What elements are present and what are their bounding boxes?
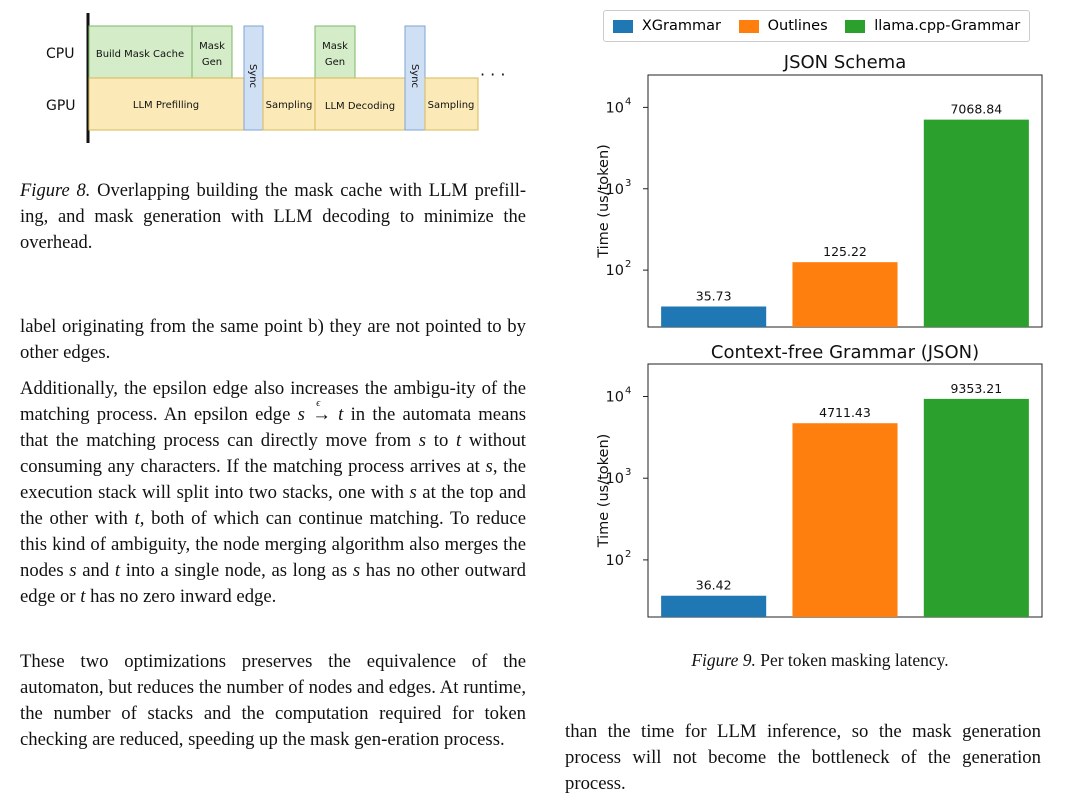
epsilon-symbol: ϵ (316, 398, 321, 409)
sync-label-1: Sync (247, 64, 258, 88)
y-tick-label-json-schema: 10 (606, 263, 624, 279)
p2-text-k: has no zero inward edge. (85, 586, 277, 607)
bar-value-label-cfg-json: 4711.43 (819, 405, 871, 420)
math-s: s (352, 560, 361, 581)
p2-text-i: into a single node, as long as (120, 560, 353, 581)
y-tick-label-json-schema: 10 (606, 100, 624, 116)
timeline-continues-ellipsis: · · · (480, 65, 505, 84)
math-t: t (338, 404, 344, 425)
y-axis-label-json-schema: Time (us/token) (596, 144, 612, 259)
math-s: s (418, 430, 427, 451)
llm-prefilling-label: LLM Prefilling (133, 100, 199, 111)
mask-gen-label-2a: Mask (322, 41, 348, 52)
mask-gen-block-1 (191, 25, 233, 79)
chart-title-cfg-json: Context-free Grammar (JSON) (711, 342, 979, 363)
y-tick-label-cfg-json: 10 (606, 390, 624, 406)
figure-9-caption: Figure 9. Per token masking latency. (570, 650, 1070, 671)
bar-value-label-json-schema: 35.73 (696, 288, 732, 303)
bar-cfg-json-outlines (792, 423, 898, 617)
sampling-block-2 (424, 77, 479, 131)
y-tick-exponent-cfg-json: 2 (625, 549, 631, 560)
paragraph-4: than the time for LLM inference, so the … (565, 721, 1041, 794)
math-t: t (456, 430, 462, 451)
math-s: s (409, 482, 417, 503)
sync-label-2: Sync (409, 64, 420, 88)
math-s: s (297, 404, 305, 425)
gpu-label: GPU (46, 98, 76, 114)
legend-item-outlines: Outlines (738, 18, 828, 34)
y-tick-label-cfg-json: 10 (606, 471, 624, 487)
figure-8-timeline: CPU GPU Build Mask Cache Mask Gen Mask G… (46, 13, 505, 143)
legend-label-xgrammar: XGrammar (641, 18, 721, 34)
chart-legend: XGrammar Outlines llama.cpp-Grammar (603, 10, 1030, 42)
mask-gen-block-2 (314, 25, 356, 79)
y-tick-exponent-json-schema: 3 (625, 178, 631, 189)
epsilon-arrow: ϵ → (312, 398, 331, 428)
llm-decoding-label: LLM Decoding (325, 101, 395, 112)
arrow-symbol: → (312, 404, 331, 425)
bar-value-label-json-schema: 125.22 (823, 244, 867, 259)
build-mask-cache-label: Build Mask Cache (96, 49, 184, 60)
math-t: t (80, 586, 86, 607)
figure-8-caption-text: Overlapping building the mask cache with… (20, 181, 527, 253)
bar-json-schema-llama-cpp-grammar (923, 119, 1029, 327)
paragraph-1: label originating from the same point b)… (20, 316, 526, 363)
figure-9-caption-label: Figure 9. (691, 650, 756, 670)
bar-cfg-json-llama-cpp-grammar (923, 398, 1029, 617)
y-tick-label-json-schema: 10 (606, 182, 624, 198)
p2-text-g: , both of which can continue matching. T… (20, 508, 526, 581)
figure-8-caption-label: Figure 8. (20, 181, 91, 201)
bar-json-schema-xgrammar (661, 306, 767, 327)
mask-gen-label-2b: Gen (325, 57, 345, 68)
legend-label-outlines: Outlines (767, 18, 828, 34)
y-tick-exponent-cfg-json: 3 (625, 467, 631, 478)
llm-decoding-block (314, 77, 406, 131)
paragraph-2: Additionally, the epsilon edge also incr… (20, 376, 526, 610)
y-tick-label-cfg-json: 10 (606, 553, 624, 569)
p2-text-j: has no other outward edge or (20, 560, 527, 607)
figure-8-caption: Figure 8. Overlapping building the mask … (20, 178, 526, 256)
cpu-label: CPU (46, 46, 74, 62)
y-tick-exponent-cfg-json: 4 (625, 386, 631, 397)
legend-item-xgrammar: XGrammar (612, 18, 721, 34)
legend-swatch-outlines (738, 19, 759, 33)
math-s: s (69, 560, 77, 581)
chart-title-json-schema: JSON Schema (783, 52, 906, 73)
math-t: t (134, 508, 140, 529)
math-t: t (114, 560, 121, 581)
bar-value-label-json-schema: 7068.84 (950, 102, 1002, 117)
bar-value-label-cfg-json: 36.42 (696, 578, 732, 593)
mask-gen-label-1b: Gen (202, 57, 222, 68)
p2-text-c: to (426, 430, 456, 451)
mask-gen-label-1a: Mask (199, 41, 225, 52)
p2-text-b: in the automata means that the matching … (20, 404, 526, 451)
sampling-label-2: Sampling (428, 100, 475, 111)
legend-label-llama: llama.cpp-Grammar (874, 18, 1021, 34)
y-tick-exponent-json-schema: 2 (625, 259, 631, 270)
bar-cfg-json-xgrammar (661, 595, 767, 617)
figure-9-caption-text: Per token masking latency. (760, 650, 949, 670)
y-axis-label-cfg-json: Time (us/token) (596, 434, 612, 549)
legend-item-llama: llama.cpp-Grammar (845, 18, 1020, 34)
llm-prefilling-block (88, 77, 245, 131)
bar-value-label-cfg-json: 9353.21 (950, 381, 1002, 396)
math-s: s (485, 456, 493, 477)
sampling-block-1 (262, 77, 316, 131)
legend-swatch-llama (845, 19, 866, 33)
y-tick-exponent-json-schema: 4 (625, 96, 631, 107)
bar-json-schema-outlines (792, 262, 898, 327)
legend-swatch-xgrammar (612, 19, 633, 33)
p2-text-d: without consuming any characters. If the… (20, 430, 526, 477)
sampling-label-1: Sampling (266, 100, 313, 111)
paragraph-3: These two optimizations preserves the eq… (20, 651, 526, 750)
p2-text-f: at the top and the other with (20, 482, 526, 529)
p2-text-h: and (76, 560, 115, 581)
p2-text-e: , the execution stack will split into tw… (20, 456, 526, 503)
p2-text-a: Additionally, the epsilon edge also incr… (20, 378, 526, 425)
